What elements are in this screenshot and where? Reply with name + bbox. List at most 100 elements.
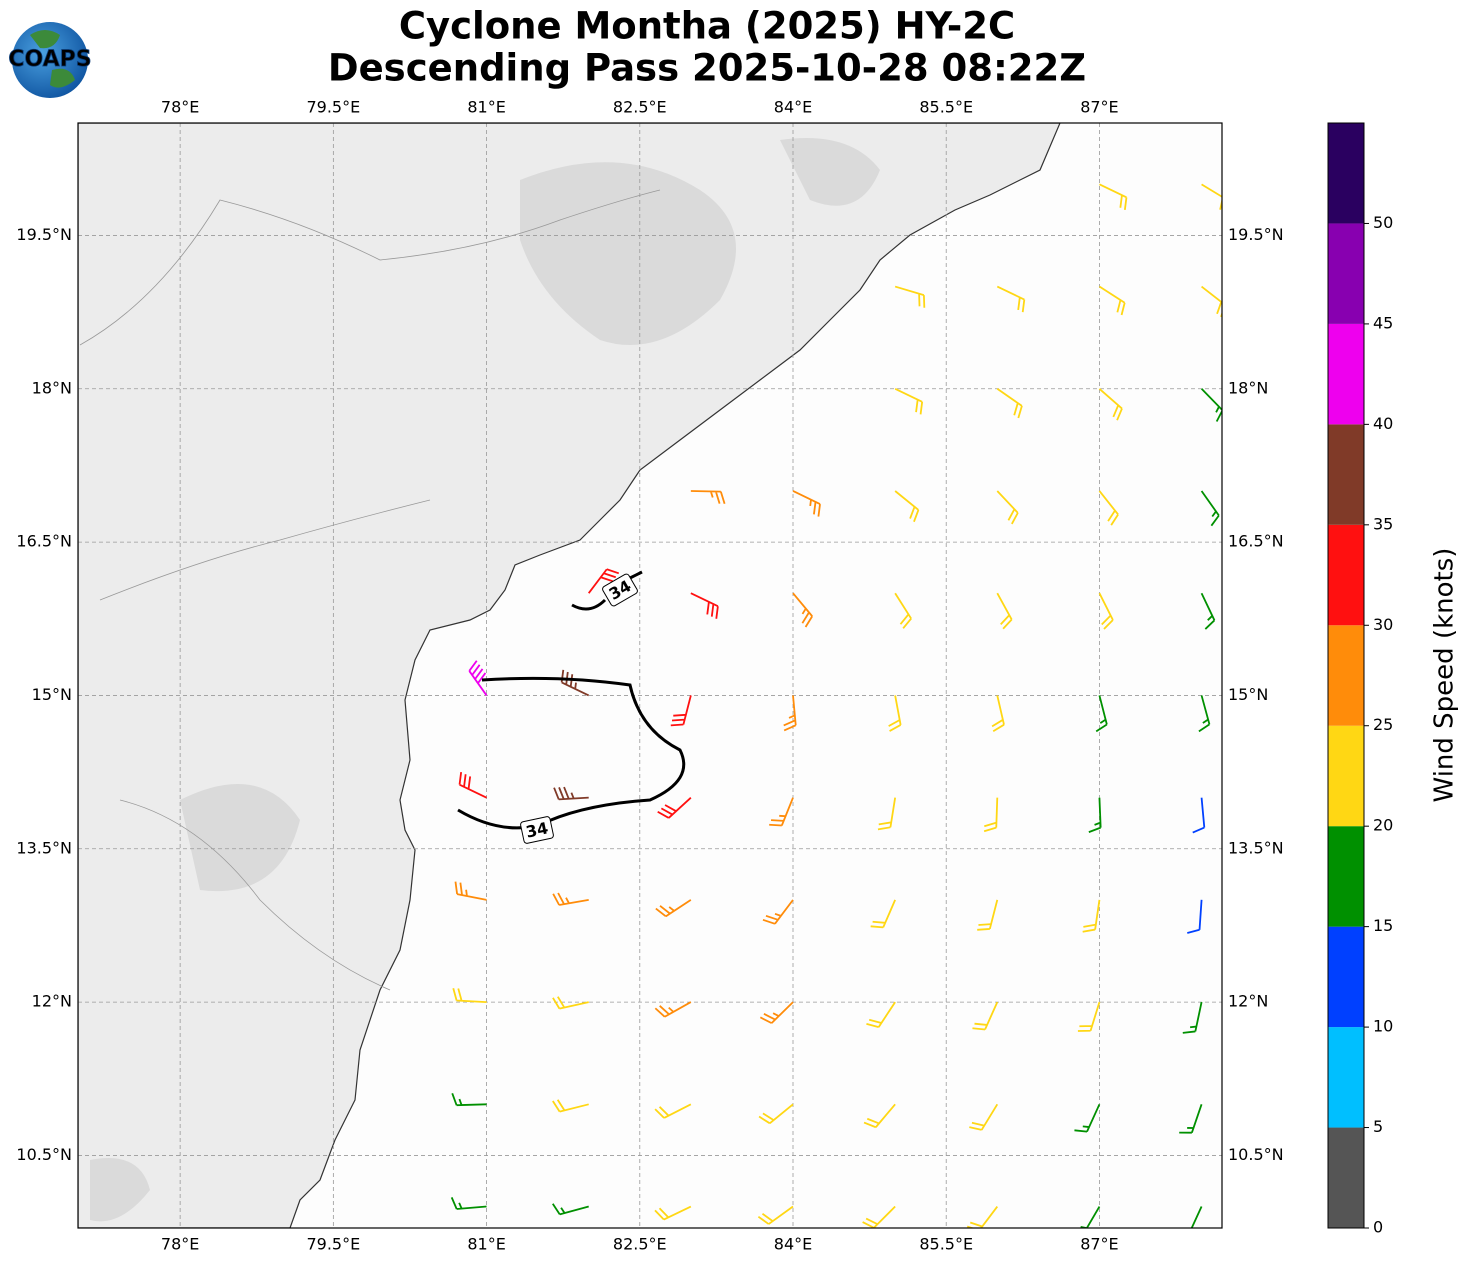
wind-barb — [1098, 592, 1114, 630]
wind-barb — [458, 771, 487, 799]
y-tick-label-right: 18°N — [1228, 378, 1268, 397]
wind-barb — [690, 592, 719, 619]
wind-barb — [654, 1001, 692, 1018]
wind-barb — [888, 695, 902, 732]
x-tick-label-top: 81°E — [467, 98, 505, 117]
colorbar-segment — [1328, 524, 1364, 626]
map-area — [78, 123, 1222, 1228]
wind-barb — [969, 1103, 999, 1131]
colorbar-frame — [1327, 122, 1365, 1229]
x-tick-label-bottom: 85.5°E — [919, 1235, 973, 1254]
wind-barb — [1200, 592, 1216, 630]
wind-barb — [552, 1203, 589, 1216]
wind-barb — [553, 786, 589, 801]
colorbar-tick-label: 25 — [1373, 715, 1393, 734]
logo-land — [30, 30, 75, 88]
contour-label-text: 34 — [524, 818, 550, 841]
y-tick-label-left: 16.5°N — [16, 532, 72, 551]
wind-barb — [991, 695, 1005, 733]
y-tick-label-left: 19.5°N — [16, 225, 72, 244]
colorbar-segment — [1328, 625, 1364, 726]
x-tick-label-top: 79.5°E — [306, 98, 360, 117]
wind-barb — [454, 881, 487, 901]
state-borders — [79, 189, 661, 991]
y-tick-label-right: 12°N — [1228, 992, 1268, 1011]
colorbar-tick-label: 15 — [1373, 916, 1393, 935]
wind-barb — [1198, 695, 1211, 733]
contour-label-box — [602, 573, 638, 607]
wind-barb — [966, 1205, 999, 1228]
wind-barb — [762, 899, 794, 925]
colorbar-segment — [1328, 123, 1364, 224]
wind-barb — [792, 592, 813, 628]
y-tick-label-right: 15°N — [1228, 685, 1268, 704]
colorbar-tick-label: 35 — [1373, 514, 1393, 533]
colorbar-segment — [1328, 826, 1364, 927]
wind-barb — [654, 1205, 692, 1221]
y-tick-label-right: 19.5°N — [1228, 225, 1284, 244]
wind-barb — [1098, 490, 1119, 526]
wind-barb — [450, 1197, 487, 1210]
y-tick-label-left: 13.5°N — [16, 838, 72, 857]
x-tick-label-bottom: 79.5°E — [306, 1235, 360, 1254]
wind-barb — [657, 796, 692, 819]
wind-barb — [552, 996, 589, 1010]
wind-barb — [655, 899, 692, 918]
y-tick-label-right: 16.5°N — [1228, 532, 1284, 551]
wind-barb — [866, 1001, 896, 1029]
wind-barb — [654, 1103, 692, 1119]
wind-barb — [758, 1103, 794, 1125]
wind-barb — [1098, 388, 1123, 421]
colorbar-segment — [1328, 223, 1364, 324]
contour-label-box — [520, 816, 554, 844]
wind-barb — [670, 695, 692, 727]
wind-barb — [792, 490, 821, 517]
wind-barb — [996, 592, 1013, 630]
x-tick-label-bottom: 82.5°E — [613, 1235, 667, 1254]
wind-barb — [1179, 1104, 1203, 1134]
wind-barb — [552, 1099, 589, 1113]
logo: COAPS — [8, 22, 92, 98]
wind-barb — [894, 592, 912, 629]
wind-barb — [972, 1001, 999, 1031]
colorbar-segment — [1328, 1127, 1364, 1228]
wind-barb — [757, 1205, 794, 1225]
wind-barb — [1074, 1103, 1101, 1133]
wind-barbs — [450, 183, 1222, 1228]
wind-barb — [452, 988, 487, 1003]
colorbar-tick-label: 0 — [1373, 1218, 1383, 1237]
wind-barb — [1200, 490, 1220, 527]
x-tick-label-bottom: 87°E — [1080, 1235, 1118, 1254]
colorbar-label: Wind Speed (knots) — [1430, 548, 1460, 803]
wind-barb — [1098, 285, 1126, 316]
wind-barb — [1088, 797, 1102, 833]
data-layer: 78°E 78°E 79.5°E 79.5°E 81°E 81°E 82.5°E 82.5°E… — [16, 98, 1393, 1254]
colorbar-segment — [1328, 1027, 1364, 1128]
wind-barb — [862, 1205, 896, 1228]
colorbar-segment — [1328, 725, 1364, 827]
x-tick-label-bottom: 78°E — [161, 1235, 199, 1254]
colorbar-tick-label: 5 — [1373, 1117, 1383, 1136]
x-tick-label-top: 84°E — [774, 98, 812, 117]
wind-barb — [690, 490, 726, 505]
logo-text: COAPS — [8, 47, 91, 72]
wind-barb — [468, 660, 488, 696]
wind-barb — [863, 1103, 896, 1129]
wind-barb — [587, 568, 620, 594]
wind-barb — [1095, 695, 1108, 733]
wind-barb — [1182, 1001, 1203, 1034]
wind-barb — [769, 797, 794, 827]
x-tick-label-bottom: 81°E — [467, 1235, 505, 1254]
map-frame — [77, 122, 1223, 1229]
wind-barb — [451, 1092, 487, 1107]
colorbar-tick-label: 30 — [1373, 615, 1393, 634]
wind-barb — [1184, 1206, 1203, 1228]
contour-label: 34 — [520, 816, 554, 844]
colorbar-tick-label: 40 — [1373, 414, 1393, 433]
wind-barb — [1192, 797, 1206, 834]
wind-barb — [759, 1001, 794, 1024]
colorbar-tick-label: 50 — [1373, 213, 1393, 232]
y-tick-label-left: 18°N — [32, 378, 72, 397]
wind-barb — [977, 899, 999, 931]
